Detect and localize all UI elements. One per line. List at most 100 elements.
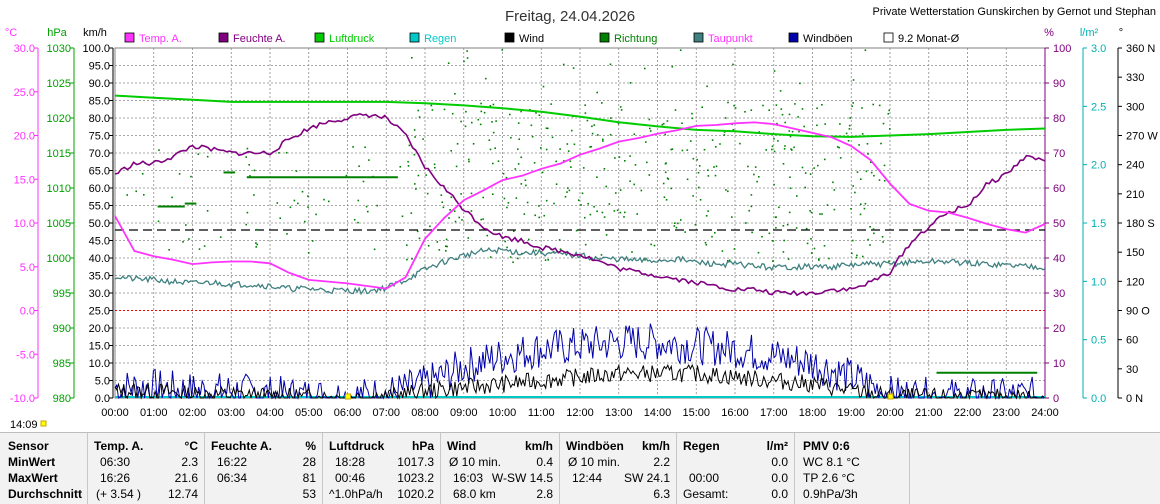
stats-temp-min: 2.3 xyxy=(181,455,198,469)
direction-point xyxy=(293,199,296,202)
direction-point xyxy=(859,213,862,216)
direction-point xyxy=(809,210,811,212)
direction-point xyxy=(850,208,852,210)
direction-point xyxy=(289,206,292,209)
direction-point xyxy=(675,226,678,229)
direction-point xyxy=(470,210,473,212)
direction-point xyxy=(646,161,648,164)
direction-point xyxy=(575,229,578,232)
stats-wind: Wind km/h Ø 10 min. 0.4 16:03 W-SW 14.5 … xyxy=(441,433,560,504)
time-tick-label: 18:00 xyxy=(799,407,827,419)
direction-point xyxy=(870,171,873,174)
direction-point xyxy=(443,108,446,111)
direction-point xyxy=(882,122,885,125)
direction-point xyxy=(483,111,486,114)
stats-sensor-title: Sensor xyxy=(8,439,49,453)
wind-axis-tick-label: 100.0 xyxy=(82,43,110,55)
stats-rain-total-label: Gesamt: xyxy=(683,487,729,501)
direction-point xyxy=(509,256,512,258)
direction-point xyxy=(872,228,875,230)
wind-axis-tick-label: 75.0 xyxy=(89,131,110,143)
direction-point xyxy=(793,146,795,149)
direction-point xyxy=(747,165,749,168)
direction-point xyxy=(401,215,404,218)
direction-point xyxy=(691,112,693,115)
direction-point xyxy=(750,194,753,196)
direction-point xyxy=(315,213,317,216)
direction-point xyxy=(418,237,421,240)
direction-point xyxy=(418,116,421,118)
direction-point xyxy=(864,49,867,51)
direction-point xyxy=(492,103,495,106)
direction-point xyxy=(468,160,470,163)
wind-axis-tick-label: 45.0 xyxy=(89,236,110,248)
direction-point xyxy=(782,163,785,165)
direction-point xyxy=(723,134,725,136)
direction-point xyxy=(533,162,536,164)
direction-point xyxy=(762,104,764,107)
direction-point xyxy=(721,250,724,252)
direction-point xyxy=(538,205,540,207)
wind-axis-tick-label: 30.0 xyxy=(89,288,110,300)
direction-point xyxy=(783,239,785,242)
temp-axis-tick-label: -5.0 xyxy=(16,349,35,361)
direction-point xyxy=(540,251,543,253)
direction-point xyxy=(357,221,359,224)
direction-point xyxy=(773,183,775,186)
direction-point xyxy=(862,255,864,258)
direction-point xyxy=(784,121,786,124)
stats-pressure: Luftdruck hPa 18:28 1017.3 00:46 1023.2 … xyxy=(323,433,441,504)
wind-axis-tick-label: 40.0 xyxy=(89,253,110,265)
direction-point xyxy=(190,175,192,178)
direction-point xyxy=(833,208,836,211)
time-tick-label: 16:00 xyxy=(721,407,749,419)
direction-point xyxy=(597,134,599,136)
time-tick-label: 21:00 xyxy=(915,407,943,419)
direction-point xyxy=(677,222,679,225)
direction-axis-tick-label: 180 S xyxy=(1126,218,1155,230)
stats-pmv-title: PMV 0:6 xyxy=(803,439,850,453)
direction-point xyxy=(143,194,145,196)
stats-temp-max: 21.6 xyxy=(174,471,198,485)
wind-axis-tick-label: 85.0 xyxy=(89,96,110,108)
direction-point xyxy=(583,167,585,169)
time-tick-label: 23:00 xyxy=(992,407,1020,419)
direction-point xyxy=(323,198,325,201)
direction-point xyxy=(373,248,376,251)
direction-point xyxy=(526,201,529,204)
direction-point xyxy=(426,192,429,195)
direction-point xyxy=(466,57,469,59)
direction-point xyxy=(836,146,839,148)
direction-point xyxy=(771,148,773,151)
direction-point xyxy=(758,131,760,133)
direction-point xyxy=(488,139,491,141)
direction-point xyxy=(855,256,858,259)
direction-point xyxy=(558,239,561,241)
humidity-axis-tick-label: 50 xyxy=(1053,218,1065,230)
direction-point xyxy=(507,202,510,204)
direction-point xyxy=(784,145,786,147)
legend-label: Taupunkt xyxy=(708,33,753,45)
direction-point xyxy=(745,222,747,224)
direction-point xyxy=(810,211,813,214)
direction-point xyxy=(517,163,520,165)
direction-point xyxy=(141,173,144,175)
direction-point xyxy=(719,143,721,145)
direction-point xyxy=(504,240,506,243)
direction-point xyxy=(528,238,530,241)
wind-axis-tick-label: 95.0 xyxy=(89,61,110,73)
legend-swatch xyxy=(693,32,704,43)
direction-point xyxy=(463,60,465,63)
direction-point xyxy=(794,103,796,105)
direction-point xyxy=(482,196,484,199)
time-badge: 14:09 xyxy=(10,419,38,431)
wind-axis-tick-label: 5.0 xyxy=(95,376,110,388)
direction-point xyxy=(866,143,869,145)
direction-axis-tick-label: 240 xyxy=(1126,160,1144,172)
direction-point xyxy=(707,210,709,212)
stats-wind-avg: 2.8 xyxy=(536,487,553,501)
direction-point xyxy=(449,209,451,211)
direction-point xyxy=(171,196,173,199)
direction-point xyxy=(860,203,862,205)
direction-point xyxy=(601,211,604,214)
